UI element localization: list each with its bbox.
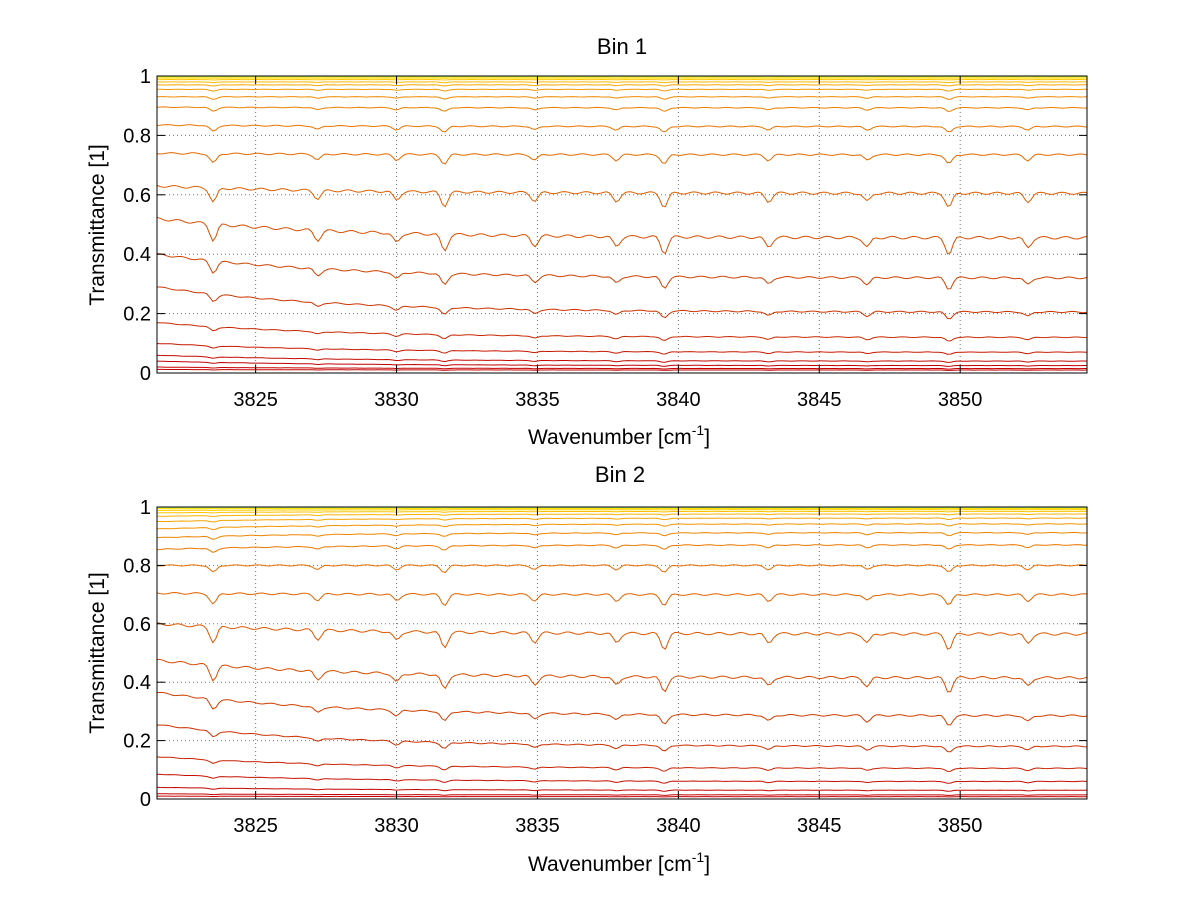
plot-frame	[156, 75, 1088, 374]
series-line	[157, 517, 1088, 523]
series-line	[157, 509, 1088, 511]
x-axis-label-exponent: -1	[692, 422, 705, 438]
series-line	[156, 622, 1088, 650]
series-line	[156, 354, 1088, 363]
x-tick-label: 3840	[656, 389, 701, 411]
x-tick-label: 3845	[797, 815, 842, 837]
chart-title: Bin 1	[597, 34, 647, 59]
series-line	[157, 795, 1087, 798]
series-line	[156, 88, 1088, 92]
series-line	[156, 523, 1088, 531]
series-line	[157, 81, 1087, 84]
series-line	[156, 591, 1088, 607]
x-tick-label: 3840	[656, 815, 701, 837]
y-tick-label: 0.2	[123, 731, 151, 753]
x-tick-label: 3825	[233, 389, 278, 411]
series-line	[157, 513, 1087, 518]
series-line	[157, 84, 1087, 87]
y-tick-label: 0	[140, 789, 151, 811]
chart-bin-1: Bin 1 3825 3830 3835 3840 3845 3850 0 0.2 0.4 0.6…	[86, 34, 1088, 449]
grid-lines	[157, 76, 1087, 373]
series-line	[156, 322, 1088, 342]
x-tick-label: 3830	[374, 815, 419, 837]
grid-lines	[157, 507, 1087, 799]
y-tick-label: 0.6	[123, 185, 151, 207]
series-line	[157, 510, 1087, 514]
series-line	[156, 724, 1088, 753]
series-line	[156, 786, 1088, 792]
series-line	[157, 286, 1088, 320]
y-axis-label: Transmittance [1]	[86, 572, 109, 733]
y-tick-label: 1	[140, 497, 151, 519]
series-line	[156, 564, 1088, 574]
series-line	[157, 78, 1087, 81]
x-axis-label-main: Wavenumber [cm	[528, 853, 692, 876]
series-line	[156, 756, 1088, 772]
x-axis-label: Wavenumber [cm-1]	[528, 422, 710, 449]
series-line	[156, 253, 1088, 290]
x-axis-label-tail: ]	[704, 853, 710, 876]
series-line	[156, 106, 1088, 112]
series-line	[157, 368, 1088, 371]
series-line	[156, 544, 1088, 553]
axis-ticks: 3825 3830 3835 3840 3845 3850 0 0.2 0.4 0.6 0.8 1	[123, 66, 1087, 411]
series-line	[156, 96, 1088, 100]
x-tick-label: 3835	[515, 815, 560, 837]
series-line	[157, 793, 1087, 796]
x-tick-label: 3830	[374, 389, 419, 411]
series-line	[157, 366, 1087, 370]
y-tick-label: 0.8	[123, 555, 151, 577]
y-tick-label: 0.8	[123, 125, 151, 147]
series-line	[156, 360, 1087, 367]
x-axis-label-main: Wavenumber [cm	[528, 426, 692, 449]
y-tick-label: 0.4	[123, 244, 151, 266]
series-line	[156, 152, 1088, 165]
chart-title: Bin 2	[595, 462, 645, 487]
y-tick-label: 0.6	[123, 614, 151, 636]
x-axis-label: Wavenumber [cm-1]	[528, 849, 710, 876]
x-tick-label: 3835	[515, 389, 560, 411]
x-axis-label-exponent: -1	[692, 849, 705, 865]
y-tick-label: 0.2	[123, 304, 151, 326]
x-axis-label-tail: ]	[704, 426, 710, 449]
axis-ticks: 3825 3830 3835 3840 3845 3850 0 0.2 0.4 0.6 0.8 1	[123, 497, 1087, 837]
series-line	[156, 531, 1088, 540]
series-line	[156, 184, 1088, 208]
y-axis-label: Transmittance [1]	[86, 144, 109, 305]
series-line	[156, 124, 1088, 133]
series-line	[156, 773, 1088, 784]
x-tick-label: 3850	[938, 389, 983, 411]
series-line	[156, 691, 1088, 726]
x-tick-label: 3825	[233, 815, 278, 837]
x-tick-label: 3845	[797, 389, 842, 411]
y-tick-label: 0	[140, 363, 151, 385]
series-lines	[156, 75, 1088, 371]
x-tick-label: 3850	[938, 815, 983, 837]
series-line	[156, 343, 1088, 355]
y-tick-label: 0.4	[123, 672, 151, 694]
series-line	[157, 659, 1088, 693]
series-line	[156, 216, 1088, 255]
chart-bin-2: Bin 2 3825 3830 3835 3840 3845 3850 0 0.2 0.4 0.6…	[86, 462, 1088, 876]
y-tick-label: 1	[140, 66, 151, 88]
plot-frame	[156, 506, 1088, 800]
